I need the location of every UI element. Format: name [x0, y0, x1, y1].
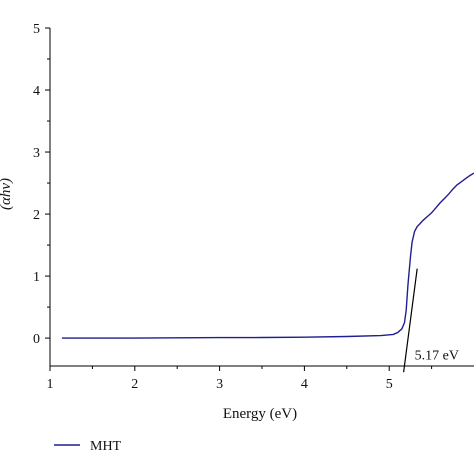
x-tick-label-1: 1: [47, 377, 54, 392]
x-axis: 1 2 3 4 5: [47, 365, 474, 392]
legend-label-mht: MHT: [90, 439, 122, 454]
y-tick-label-0: 0: [33, 332, 40, 347]
series-line-mht: [61, 172, 474, 339]
x-tick-label-2: 2: [131, 377, 138, 392]
annotation-bandgap-value: 5.17 eV: [415, 349, 459, 364]
y-axis-title: (αhν): [0, 178, 14, 210]
y-tick-label-5: 5: [33, 22, 40, 37]
y-tick-label-4: 4: [33, 84, 40, 99]
plot-area: [61, 172, 474, 373]
y-tick-label-2: 2: [33, 208, 40, 223]
annotations: 5.17 eV: [415, 349, 459, 364]
legend: MHT: [54, 439, 122, 454]
tangent-fit-line: [403, 268, 418, 373]
x-tick-label-5: 5: [386, 377, 393, 392]
y-axis: 0 1 2 3 4 5: [33, 22, 51, 366]
x-tick-label-4: 4: [301, 377, 308, 392]
y-tick-label-3: 3: [33, 146, 40, 161]
y-tick-label-1: 1: [33, 270, 40, 285]
x-axis-title: Energy (eV): [223, 406, 297, 422]
x-tick-label-3: 3: [216, 377, 223, 392]
